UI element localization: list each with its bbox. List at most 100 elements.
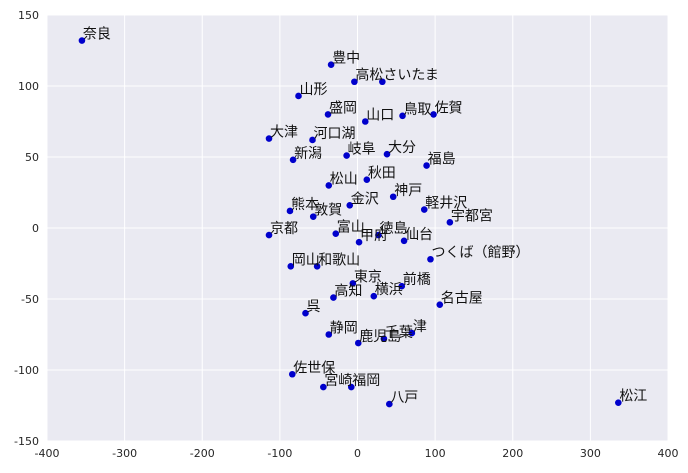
- point-label: 新潟: [294, 146, 322, 162]
- data-point: [309, 213, 317, 220]
- data-point: [302, 309, 309, 317]
- point-label: 横浜: [375, 282, 403, 298]
- point-label: 熊本: [291, 197, 319, 213]
- point-label: 岐阜: [348, 141, 376, 158]
- data-point: [427, 255, 434, 263]
- y-tick-label: 50: [25, 151, 39, 164]
- point-label: 福岡: [352, 373, 380, 389]
- x-tick-label: -200: [190, 447, 215, 460]
- x-tick-label: 300: [580, 447, 601, 460]
- point-label: 神戸: [394, 183, 422, 199]
- data-point: [383, 150, 391, 158]
- data-point: [361, 118, 369, 125]
- data-point: [430, 111, 437, 118]
- point-label: 高知: [334, 283, 362, 300]
- data-point: [286, 207, 294, 215]
- point-label: 甲府: [360, 228, 388, 244]
- data-point: [386, 400, 393, 408]
- point-label: 福島: [428, 152, 456, 168]
- data-point: [288, 370, 296, 378]
- data-point: [408, 329, 416, 337]
- point-label: 高松: [355, 67, 383, 84]
- point-label: つくば（館野）: [431, 244, 529, 261]
- data-point: [309, 136, 316, 144]
- data-point: [446, 219, 454, 226]
- point-label: 山形: [300, 82, 328, 98]
- data-point: [327, 61, 335, 68]
- data-point: [330, 294, 337, 301]
- point-label: 富山: [337, 219, 365, 236]
- data-point: [389, 193, 397, 201]
- point-label: 岡山: [292, 252, 320, 268]
- grid-lines: [46, 14, 669, 442]
- point-label: 佐世保: [293, 360, 335, 376]
- x-tick-label: -400: [35, 447, 60, 460]
- data-point: [343, 152, 350, 159]
- data-point: [354, 339, 362, 347]
- point-label: 松山: [330, 171, 358, 187]
- point-label: 金沢: [351, 191, 379, 207]
- data-point: [346, 201, 354, 209]
- point-label: 名古屋: [441, 291, 483, 307]
- point-label: 敦賀: [314, 203, 342, 219]
- data-point: [423, 162, 430, 169]
- point-label: 仙台: [405, 227, 433, 243]
- point-label: 津: [413, 319, 427, 335]
- point-label: さいたま: [383, 68, 439, 84]
- data-point: [265, 135, 273, 142]
- data-point: [398, 282, 406, 290]
- point-label: 鳥取: [404, 102, 432, 118]
- x-tick-label: 100: [425, 447, 446, 460]
- point-label: 奈良: [83, 27, 111, 43]
- tick-labels: -400 -300 -200 -100 0 100 200 300 400 -150 -100 -50…: [14, 9, 678, 460]
- data-point: [420, 206, 428, 213]
- data-point: [615, 399, 622, 406]
- y-tick-label: -50: [21, 293, 39, 306]
- data-point: [363, 176, 371, 184]
- data-point: [324, 111, 332, 118]
- data-point: [347, 383, 355, 391]
- data-point: [400, 237, 408, 245]
- data-point: [370, 292, 378, 300]
- data-point: [349, 280, 357, 287]
- point-label: 前橋: [403, 271, 431, 288]
- data-point: [375, 231, 382, 239]
- x-tick-label: 0: [354, 447, 361, 460]
- data-point: [436, 301, 444, 308]
- data-point: [351, 78, 358, 86]
- data-point: [380, 335, 388, 343]
- point-label: 軽井沢: [425, 196, 467, 212]
- data-points: [78, 37, 622, 408]
- data-point: [320, 383, 327, 391]
- point-label: 和歌山: [318, 252, 360, 268]
- point-label: 佐賀: [435, 100, 463, 116]
- point-label: 大分: [388, 140, 416, 156]
- y-tick-label: 0: [32, 222, 39, 235]
- x-tick-label: -300: [112, 447, 137, 460]
- point-label: 東京: [354, 269, 382, 285]
- point-label: 京都: [270, 221, 298, 237]
- data-point: [289, 156, 297, 164]
- point-label: 河口湖: [313, 126, 355, 142]
- y-tick-label: -100: [14, 364, 39, 377]
- point-label: 静岡: [330, 321, 358, 337]
- data-point: [379, 78, 386, 86]
- x-tick-label: -100: [267, 447, 292, 460]
- point-label: 豊中: [332, 51, 360, 67]
- point-label: 呉: [306, 299, 320, 315]
- data-point: [295, 92, 302, 100]
- point-label: 秋田: [368, 166, 396, 182]
- y-tick-label: 150: [18, 9, 39, 22]
- point-label: 山口: [366, 108, 394, 124]
- data-point: [325, 331, 333, 338]
- point-label: 大津: [270, 125, 298, 141]
- point-label: 宇都宮: [451, 208, 493, 224]
- data-point: [265, 231, 273, 239]
- data-point: [325, 182, 333, 189]
- y-tick-label: -150: [14, 435, 39, 448]
- point-label: 松江: [619, 389, 647, 405]
- point-label: 盛岡: [329, 100, 357, 116]
- point-label: 八戸: [390, 390, 418, 406]
